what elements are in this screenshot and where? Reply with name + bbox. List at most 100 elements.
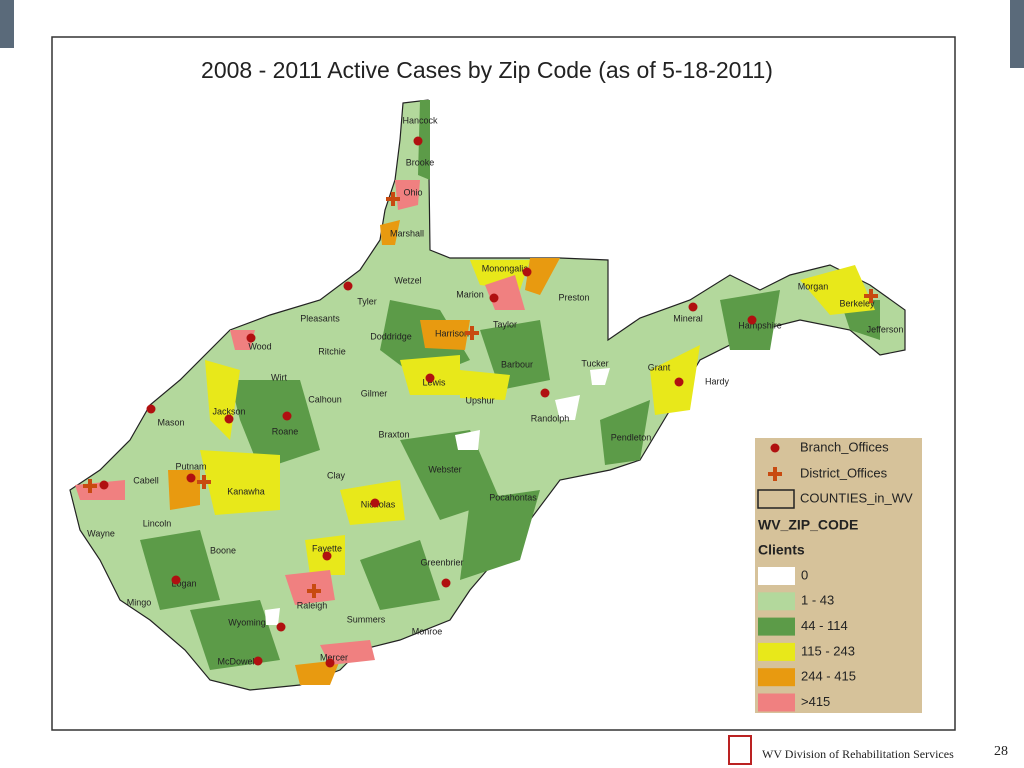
county-label: Grant [648,362,671,372]
county-label: Randolph [531,413,570,423]
county-label: Fayette [312,543,342,553]
branch-office [282,411,292,421]
county-label: Berkeley [839,298,875,308]
logo [728,735,752,765]
legend-swatch [758,567,795,585]
branch-office [343,281,353,291]
county-label: Morgan [798,281,829,291]
branch-office [370,498,380,508]
district-office [465,326,479,340]
zip-areas [75,100,880,685]
county-label: Roane [272,426,299,436]
legend-class: 115 - 243 [801,643,855,658]
corner-bar-left [0,0,14,48]
legend-swatch [758,642,795,661]
map-title: 2008 - 2011 Active Cases by Zip Code (as… [201,57,773,83]
branch-office [186,473,196,483]
district-office [864,289,878,303]
district-office [197,475,211,489]
county-label: Cabell [133,475,159,485]
branch-office [489,293,499,303]
county-label: Putnam [175,461,206,471]
county-label: McDowell [217,656,256,666]
legend-class: 44 - 114 [801,618,848,633]
county-label: Mingo [127,597,152,607]
county-label: Tyler [357,296,377,306]
branch-office [325,658,335,668]
branch-office [522,267,532,277]
county-label: Gilmer [361,388,388,398]
footer-org: WV Division of Rehabilitation Services [762,747,954,761]
county-label: Taylor [493,319,517,329]
branch-office [425,373,435,383]
legend-counties-icon [757,489,795,509]
county-label: Raleigh [297,600,328,610]
county-label: Braxton [378,429,409,439]
county-label: Ohio [403,187,422,197]
county-label: Doddridge [370,331,412,341]
county-label: Calhoun [308,394,342,404]
legend-class: 0 [801,567,808,582]
legend-district: District_Offices [800,465,888,480]
district-office [83,479,97,493]
legend-district-icon [768,467,782,481]
legend-swatch [758,668,795,687]
county-label: Marshall [390,228,424,238]
county-label: Wood [248,341,271,351]
branch-office [276,622,286,632]
county-label: Barbour [501,359,533,369]
branch-office [99,480,109,490]
county-label: Hampshire [738,320,782,330]
branch-office [747,315,757,325]
county-label: Boone [210,545,236,555]
legend-branch: Branch_Offices [800,439,889,454]
corner-bar-right [1010,0,1024,68]
county-label: Kanawha [227,486,265,496]
branch-office [253,656,263,666]
legend-class: 1 - 43 [801,593,834,608]
county-label: Lincoln [143,518,172,528]
county-label: Wyoming [228,617,265,627]
legend-swatch [758,592,795,611]
county-label: Monroe [412,626,443,636]
branch-office [540,388,550,398]
county-label: Ritchie [318,346,346,356]
branch-office [171,575,181,585]
branch-office [224,414,234,424]
legend-class: 244 - 415 [801,669,856,684]
county-label: Jefferson [867,324,904,334]
county-label: Harrison [435,328,469,338]
branch-office [322,551,332,561]
county-label: Marion [456,289,484,299]
district-office [307,584,321,598]
branch-office [146,404,156,414]
legend-swatch [758,617,795,636]
county-label: Wirt [271,372,287,382]
page-number: 28 [994,744,1008,759]
county-label: Jackson [212,406,245,416]
county-label: Logan [171,578,196,588]
legend-counties: COUNTIES_in_WV [800,490,913,505]
branch-office [441,578,451,588]
county-label: Wetzel [394,275,421,285]
branch-office [674,377,684,387]
county-label: Greenbrier [420,557,463,567]
legend-swatch [758,693,795,712]
county-label: Wayne [87,528,115,538]
county-label: Mason [157,417,184,427]
legend-class: >415 [801,694,830,709]
branch-office [246,333,256,343]
branch-office [688,302,698,312]
county-label: Mineral [673,313,703,323]
county-label: Mercer [320,652,348,662]
legend-layer: WV_ZIP_CODE [758,517,858,533]
county-label: Pocahontas [489,492,537,502]
county-label: Preston [558,292,589,302]
county-label: Monongalia [482,263,529,273]
county-label: Upshur [465,395,494,405]
county-label: Clay [327,470,346,480]
county-label: Brooke [406,157,435,167]
legend-field: Clients [758,542,805,558]
